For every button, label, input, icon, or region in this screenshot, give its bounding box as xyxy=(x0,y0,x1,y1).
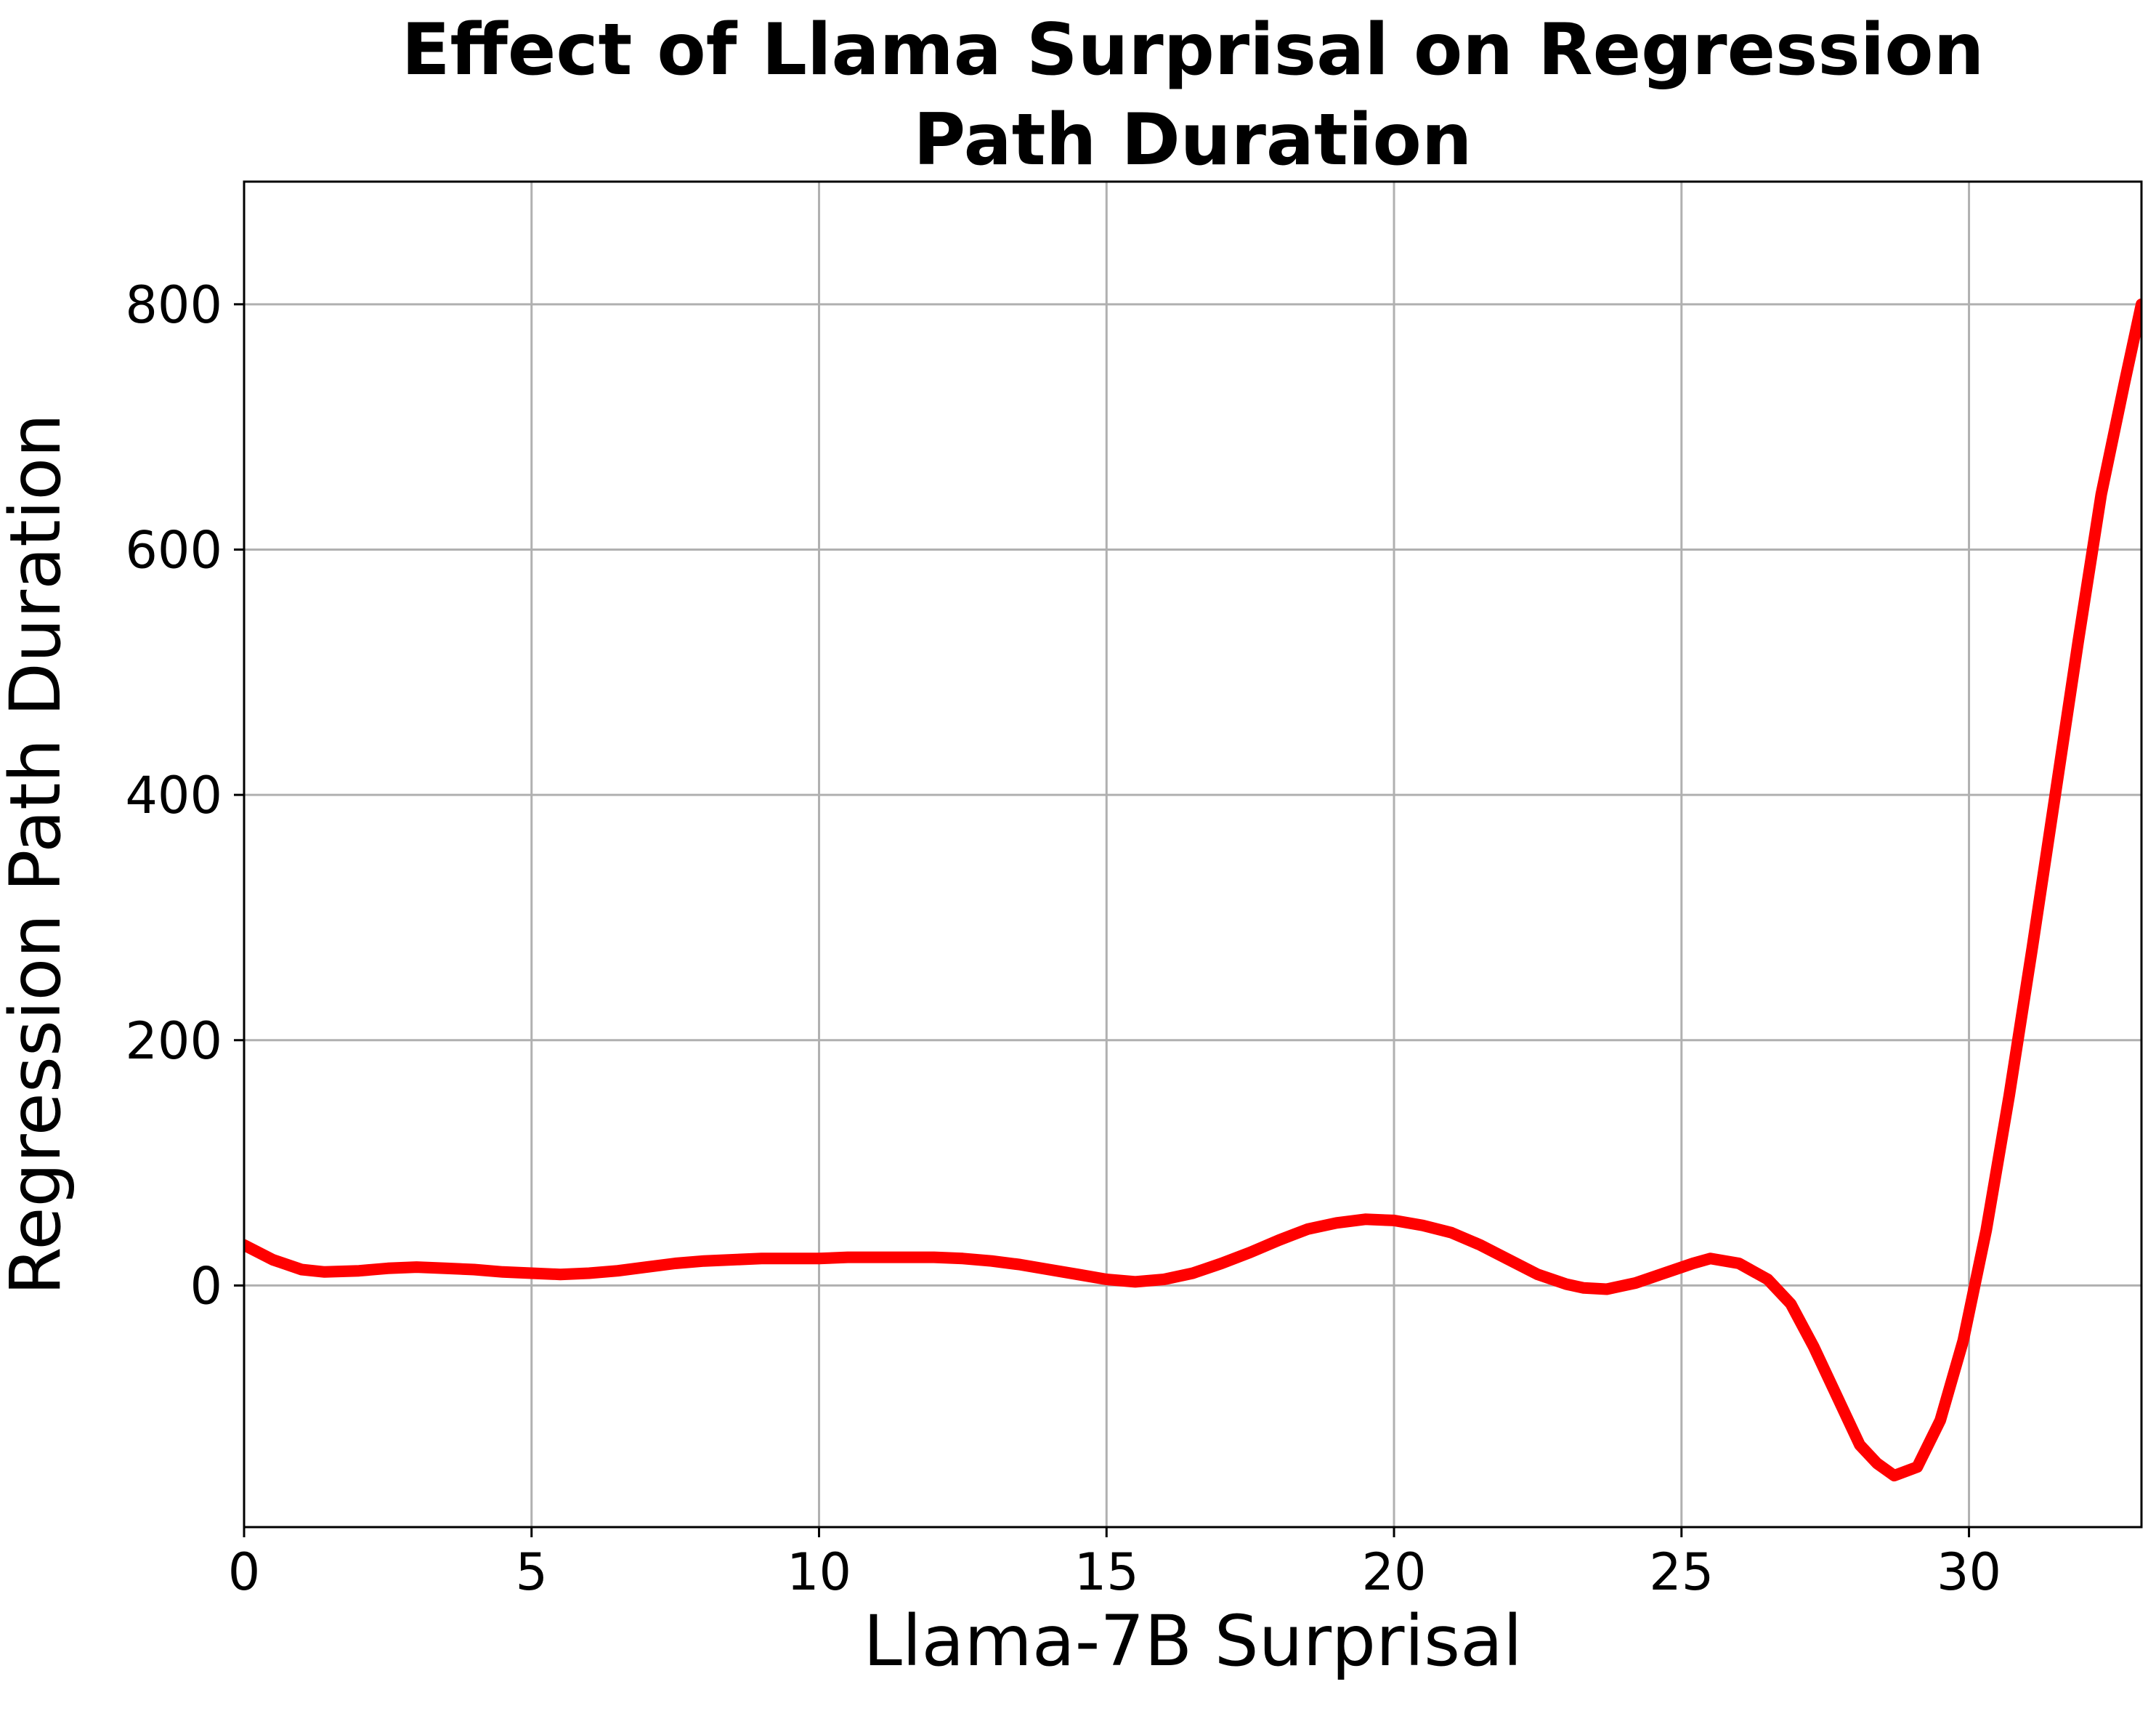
y-tick-label: 200 xyxy=(125,1011,222,1071)
plot-frame xyxy=(243,180,2143,1529)
x-axis-label: Llama-7B Surprisal xyxy=(863,1600,1522,1682)
x-tick-label: 5 xyxy=(515,1542,548,1602)
x-tick-label: 0 xyxy=(228,1542,261,1602)
data-series-line xyxy=(244,298,2141,1482)
x-tick-label: 20 xyxy=(1361,1542,1426,1602)
y-tick-label: 0 xyxy=(190,1256,222,1316)
chart-title-line-2: Path Duration xyxy=(913,99,1472,182)
y-tick-label: 800 xyxy=(125,275,222,335)
y-tick-label: 400 xyxy=(125,766,222,825)
ticks: 0 5 10 15 20 25 30 0 200 400 600 800 xyxy=(125,275,2001,1602)
grid xyxy=(243,182,2141,1527)
x-tick-label: 10 xyxy=(787,1542,851,1602)
y-tick-label: 600 xyxy=(125,520,222,580)
chart-title-line-1: Effect of Llama Surprisal on Regression xyxy=(402,9,1985,92)
x-tick-label: 15 xyxy=(1074,1542,1139,1602)
data-line-group xyxy=(244,298,2141,1482)
x-tick-label: 25 xyxy=(1649,1542,1714,1602)
x-tick-label: 30 xyxy=(1937,1542,2001,1602)
y-axis-label: Regression Path Duration xyxy=(0,413,76,1295)
